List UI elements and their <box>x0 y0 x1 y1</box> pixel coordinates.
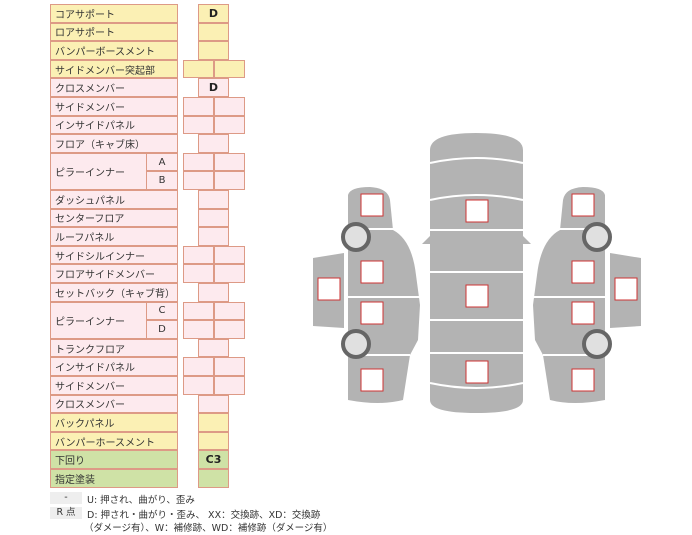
rating-cell[interactable] <box>198 413 229 432</box>
wheel-front-left <box>341 222 371 252</box>
rating-cell-left[interactable] <box>183 376 214 395</box>
rating-cell-left[interactable] <box>183 115 214 135</box>
rating-cell-right[interactable] <box>214 301 245 321</box>
row-label: サイドシルインナー <box>50 245 178 265</box>
rating-cell[interactable] <box>198 227 229 246</box>
row-sub-label: D <box>146 320 178 339</box>
marker-left-panel[interactable] <box>317 277 341 301</box>
rating-cell-left[interactable] <box>183 152 214 172</box>
rating-cell[interactable] <box>198 469 229 488</box>
rating-cell-left[interactable] <box>183 264 214 283</box>
row-label: バンパーホースメント <box>50 431 178 451</box>
rating-cell[interactable] <box>198 431 229 451</box>
row-label: コアサポート <box>50 4 178 23</box>
legend-text-w: （ダメージ有）、W：補修跡、WD：補修跡（ダメージ有） <box>84 523 333 534</box>
rating-cell[interactable] <box>198 134 229 153</box>
row-label: ピラーインナー <box>50 301 147 339</box>
row-label: インサイドパネル <box>50 357 178 376</box>
legend-key-dash: - <box>50 492 82 504</box>
row-label: バンパーボースメント <box>50 41 178 60</box>
marker-left-front-fender[interactable] <box>360 193 384 217</box>
row-label: インサイドパネル <box>50 115 178 135</box>
row-label: トランクフロア <box>50 338 178 358</box>
rating-cell-left[interactable] <box>183 245 214 265</box>
marker-left-rear-fender[interactable] <box>360 368 384 392</box>
rating-cell[interactable]: D <box>198 78 229 97</box>
row-label: ピラーインナー <box>50 152 147 190</box>
marker-right-rear-fender[interactable] <box>571 368 595 392</box>
rating-cell-right[interactable] <box>214 97 245 116</box>
rating-cell-right[interactable] <box>214 152 245 172</box>
marker-hood[interactable] <box>465 199 489 223</box>
rating-cell[interactable] <box>198 22 229 42</box>
rating-cell[interactable] <box>198 208 229 228</box>
row-label: ダッシュパネル <box>50 190 178 209</box>
marker-left-rear-door[interactable] <box>360 301 384 325</box>
rating-cell-right[interactable] <box>214 115 245 135</box>
wheel-rear-left <box>341 329 371 359</box>
legend-text-u: U: 押され、曲がり、歪み <box>87 495 195 506</box>
rating-cell[interactable] <box>198 394 229 414</box>
row-label: 指定塗装 <box>50 469 178 488</box>
legend-text-d: D: 押され・曲がり・歪み、 XX：交換跡、XD：交換跡 <box>87 510 321 521</box>
row-label: ロアサポート <box>50 22 178 42</box>
rating-cell-right[interactable] <box>214 320 245 339</box>
rating-cell-right[interactable] <box>214 245 245 265</box>
rating-cell-right[interactable] <box>214 171 245 190</box>
rating-cell[interactable]: C3 <box>198 450 229 469</box>
rating-cell-left[interactable] <box>183 59 214 79</box>
row-label: クロスメンバー <box>50 78 178 97</box>
row-label: サイドメンバー <box>50 376 178 395</box>
rating-cell[interactable] <box>198 283 229 302</box>
rating-cell-left[interactable] <box>183 357 214 376</box>
rating-cell-left[interactable] <box>183 171 214 190</box>
row-label: バックパネル <box>50 413 178 432</box>
marker-roof[interactable] <box>465 284 489 308</box>
rating-cell-right[interactable] <box>214 59 245 79</box>
marker-trunk[interactable] <box>465 360 489 384</box>
row-label: ルーフパネル <box>50 227 178 246</box>
row-label: サイドメンバー突起部 <box>50 59 178 79</box>
marker-right-front-fender[interactable] <box>571 193 595 217</box>
row-label: フロア（キャブ床） <box>50 134 178 153</box>
wheel-rear-right <box>582 329 612 359</box>
legend-key-r: R 点 <box>50 507 82 519</box>
rating-cell-left[interactable] <box>183 320 214 339</box>
marker-right-rear-door[interactable] <box>571 301 595 325</box>
row-label: センターフロア <box>50 208 178 228</box>
row-label: セットバック（キャブ背） <box>50 283 178 302</box>
row-label: サイドメンバー <box>50 97 178 116</box>
rating-cell-right[interactable] <box>214 357 245 376</box>
rating-cell-right[interactable] <box>214 376 245 395</box>
marker-right-front-door[interactable] <box>571 260 595 284</box>
rating-cell[interactable]: D <box>198 4 229 23</box>
row-label: クロスメンバー <box>50 394 178 414</box>
rating-cell[interactable] <box>198 190 229 209</box>
wheel-front-right <box>582 222 612 252</box>
rating-cell-right[interactable] <box>214 264 245 283</box>
rating-cell[interactable] <box>198 338 229 358</box>
rating-cell-left[interactable] <box>183 301 214 321</box>
rating-cell[interactable] <box>198 41 229 60</box>
marker-right-panel[interactable] <box>614 277 638 301</box>
rating-cell-left[interactable] <box>183 97 214 116</box>
row-label: フロアサイドメンバー <box>50 264 178 283</box>
row-sub-label: B <box>146 171 178 190</box>
row-sub-label: C <box>146 301 178 321</box>
marker-left-front-door[interactable] <box>360 260 384 284</box>
row-sub-label: A <box>146 152 178 172</box>
row-label: 下回り <box>50 450 178 469</box>
